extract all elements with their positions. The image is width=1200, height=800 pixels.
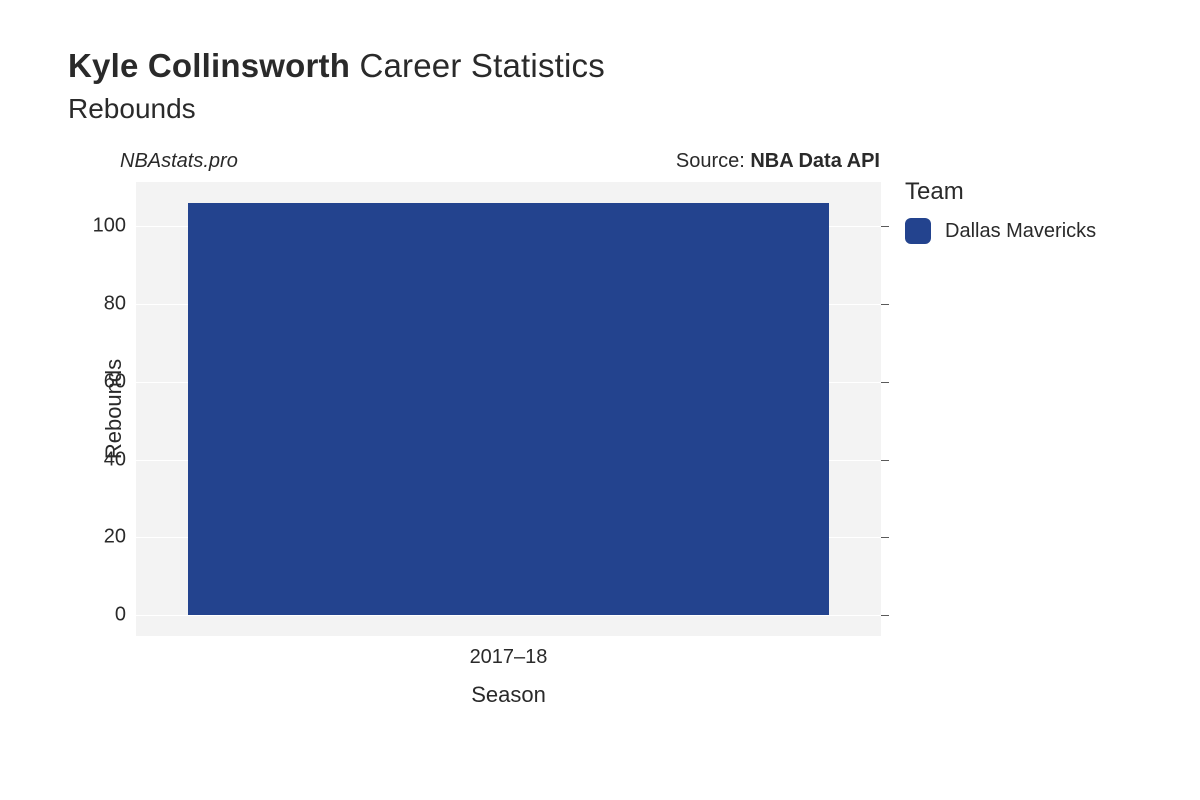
y-tick-label: 20 xyxy=(104,526,126,549)
chart-title-block: Kyle Collinsworth Career Statistics Rebo… xyxy=(68,47,605,125)
y-tick-mark xyxy=(881,226,889,227)
grid-line xyxy=(136,615,881,616)
y-tick-label: 60 xyxy=(104,370,126,393)
plot-area: Rebounds Season 0204060801002017–18 xyxy=(136,182,881,636)
y-tick-mark xyxy=(881,382,889,383)
chart-title: Kyle Collinsworth Career Statistics xyxy=(68,47,605,85)
y-tick-label: 100 xyxy=(93,214,126,237)
legend-item: Dallas Mavericks xyxy=(905,218,1096,244)
x-tick-label: 2017–18 xyxy=(470,646,548,669)
legend: Team Dallas Mavericks xyxy=(905,178,1096,244)
source-prefix: Source: xyxy=(676,150,750,172)
title-suffix: Career Statistics xyxy=(350,47,605,84)
chart-subtitle: Rebounds xyxy=(68,93,605,125)
y-tick-label: 40 xyxy=(104,448,126,471)
y-tick-mark xyxy=(881,537,889,538)
y-tick-mark xyxy=(881,460,889,461)
y-tick-label: 80 xyxy=(104,292,126,315)
source-attribution: Source: NBA Data API xyxy=(0,150,880,173)
x-axis-label: Season xyxy=(471,682,546,708)
y-tick-mark xyxy=(881,304,889,305)
title-player-name: Kyle Collinsworth xyxy=(68,47,350,84)
bar xyxy=(188,203,829,616)
y-tick-mark xyxy=(881,615,889,616)
legend-title: Team xyxy=(905,178,1096,206)
source-name: NBA Data API xyxy=(750,150,880,172)
legend-swatch xyxy=(905,218,931,244)
legend-label: Dallas Mavericks xyxy=(945,220,1096,243)
y-tick-label: 0 xyxy=(115,604,126,627)
